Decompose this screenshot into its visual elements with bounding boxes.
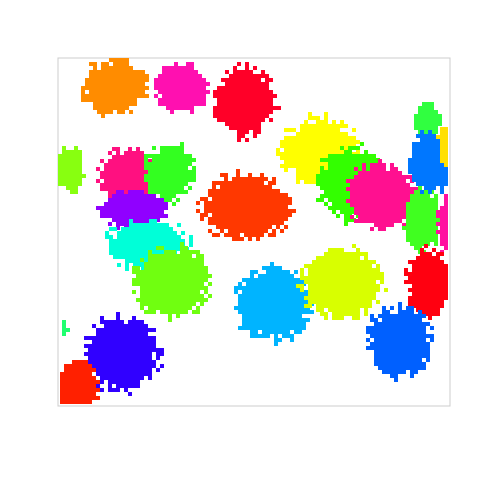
orange-blob [81, 58, 149, 118]
green-blob-left [144, 142, 196, 206]
green-speck-left [62, 320, 70, 336]
red-orange-blob-center [196, 169, 296, 241]
red-blob-top [213, 62, 281, 142]
lime-blob-left-edge [58, 146, 86, 194]
magenta-blob-right [346, 159, 422, 231]
yellow-blob-edge-top-right [436, 127, 448, 167]
red-blob-bottom-left [60, 360, 100, 404]
pink-blob-top [154, 62, 210, 114]
lime-blob-center-left [132, 242, 212, 322]
red-blob-right [404, 244, 448, 320]
board-frame [57, 57, 451, 407]
blob-layer [58, 58, 448, 404]
yellow-green-blob [296, 244, 388, 320]
blue-blob-bottom-right [366, 302, 434, 382]
purple-blob [96, 190, 168, 230]
pink-blob-edge-right [436, 194, 448, 254]
